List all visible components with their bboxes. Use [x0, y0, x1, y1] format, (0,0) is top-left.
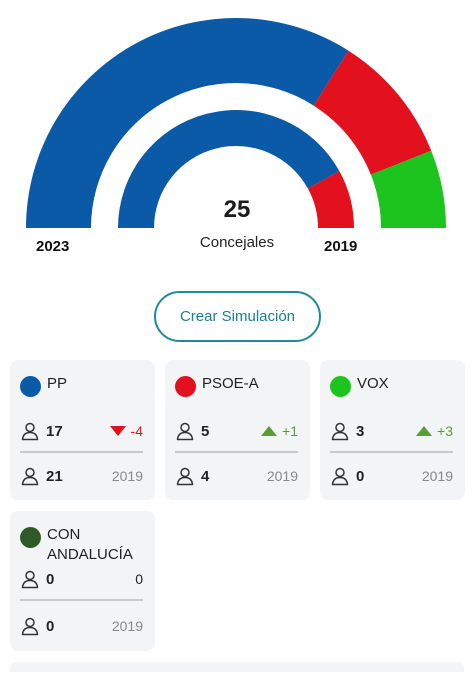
person-icon	[21, 570, 39, 589]
current-year-label: 2023	[36, 238, 70, 255]
previous-seats-row: 0 2019	[330, 465, 453, 487]
total-seats-label: Concejales	[199, 234, 275, 251]
previous-year: 2019	[111, 618, 143, 634]
seat-change: -4	[109, 423, 143, 439]
person-icon	[331, 467, 349, 486]
create-simulation-button[interactable]: Crear Simulación	[154, 291, 321, 342]
outer-ring-vox-segment	[370, 150, 446, 228]
divider	[175, 451, 298, 453]
previous-seats-row: 21 2019	[20, 465, 143, 487]
person-icon	[176, 422, 194, 441]
party-name: PSOE-A	[202, 375, 259, 392]
hemicycle-svg	[26, 18, 446, 228]
previous-year: 2019	[421, 468, 453, 484]
previous-year-label: 2019	[324, 238, 358, 255]
previous-seats-row: 0 2019	[20, 615, 143, 637]
party-color-dot	[175, 376, 196, 397]
inner-ring-pp-segment	[118, 110, 340, 228]
up-triangle-icon	[416, 426, 433, 436]
person-icon	[176, 467, 194, 486]
inner-ring-psoe-a-segment	[307, 171, 354, 228]
party-card-psoe-a[interactable]: PSOE-A 5 +1 4 2019	[165, 360, 310, 500]
party-name: PP	[47, 375, 68, 392]
current-seats-row: 5 +1	[175, 420, 298, 442]
current-seats-row: 17 -4	[20, 420, 143, 442]
party-color-dot	[20, 376, 41, 397]
party-card-vox[interactable]: VOX 3 +3 0 2019	[320, 360, 465, 500]
previous-seats-row: 4 2019	[175, 465, 298, 487]
person-icon	[21, 422, 39, 441]
seat-change-value: -4	[130, 423, 143, 439]
divider	[330, 451, 453, 453]
current-seats-value: 17	[46, 422, 63, 440]
party-name: CON ANDALUCÍA	[47, 526, 133, 563]
outer-ring-pp-segment	[26, 18, 349, 228]
previous-seats-value: 4	[201, 467, 210, 485]
party-color-dot	[20, 527, 41, 548]
divider	[20, 599, 143, 601]
previous-year: 2019	[111, 468, 143, 484]
seat-change-value: +1	[282, 423, 298, 439]
seat-change: +1	[261, 423, 298, 439]
previous-seats-value: 21	[46, 467, 63, 485]
previous-year: 2019	[266, 468, 298, 484]
party-card-pp[interactable]: PP 17 -4 21 2019	[10, 360, 155, 500]
seat-change: 0	[135, 571, 143, 587]
down-triangle-icon	[109, 426, 126, 436]
previous-seats-value: 0	[46, 617, 55, 635]
seat-hemicycle-chart: 2023 2019 25 Concejales	[0, 0, 474, 270]
person-icon	[21, 617, 39, 636]
person-icon	[331, 422, 349, 441]
current-seats-value: 0	[46, 570, 55, 588]
current-seats-value: 3	[356, 422, 365, 440]
total-seats-value: 25	[223, 196, 251, 223]
outer-ring-psoe-a-segment	[313, 50, 432, 175]
person-icon	[21, 467, 39, 486]
current-seats-value: 5	[201, 422, 210, 440]
previous-seats-value: 0	[356, 467, 365, 485]
party-color-dot	[330, 376, 351, 397]
next-card-edge	[10, 662, 464, 672]
party-name: VOX	[357, 375, 389, 392]
up-triangle-icon	[261, 426, 278, 436]
current-seats-row: 3 +3	[330, 420, 453, 442]
seat-change-value: +3	[437, 423, 453, 439]
divider	[20, 451, 143, 453]
party-card-con-andalucia[interactable]: CON ANDALUCÍA 0 0 0 2019	[10, 511, 155, 651]
seat-change-value: 0	[135, 571, 143, 587]
seat-change: +3	[416, 423, 453, 439]
